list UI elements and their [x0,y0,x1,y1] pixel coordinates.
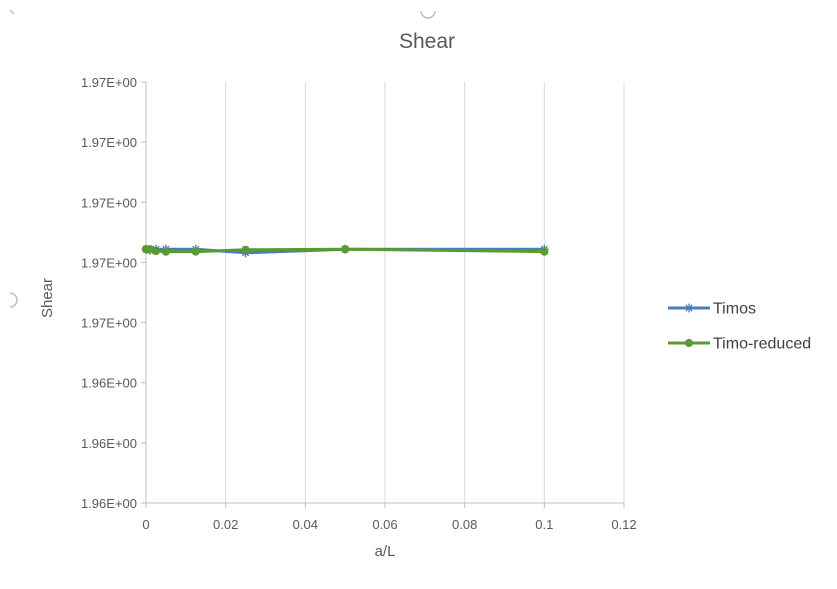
data-point [161,247,171,256]
series-1 [141,245,549,256]
y-tick-label: 1.97E+00 [81,255,137,270]
data-point [241,245,250,254]
y-tick-label: 1.97E+00 [81,195,137,210]
y-tick-label: 1.97E+00 [81,75,137,90]
data-point [540,247,549,256]
grid-lines [225,82,625,503]
legend-item: Timos [668,301,756,318]
axes [141,81,625,508]
legend-marker [684,338,694,348]
x-tick-label: 0 [142,517,149,532]
y-tick-labels: 1.96E+00 1.96E+00 1.96E+00 1.97E+00 1.97E+00… [81,75,137,511]
selection-handle-left [9,292,18,308]
series [141,244,549,258]
legend-marker [684,303,694,313]
legend-label: Timos [713,301,756,318]
y-axis-title: Shear [39,278,56,318]
y-tick-label: 1.96E+00 [81,496,137,511]
x-tick-label: 0.06 [372,517,397,532]
data-point [191,247,200,256]
x-tick-label: 0.12 [611,517,636,532]
x-tick-label: 0.1 [535,517,553,532]
data-point [151,246,161,256]
selection-handle-corner [9,9,15,15]
x-tick-label: 0.08 [452,517,477,532]
selection-handle-top [420,10,436,19]
x-tick-label: 0.02 [213,517,238,532]
y-tick-label: 1.97E+00 [81,135,137,150]
y-tick-label: 1.96E+00 [81,436,137,451]
x-axis-title: a/L [375,543,396,560]
legend-item: Timo-reduced [668,336,811,353]
x-tick-labels: 0 0.02 0.04 0.06 0.08 0.1 0.12 [142,517,636,532]
chart-title: Shear [399,30,455,53]
data-point [341,245,350,254]
legend: Timos Timo-reduced [668,301,811,353]
y-tick-label: 1.96E+00 [81,376,137,391]
legend-label: Timo-reduced [713,336,811,353]
y-tick-label: 1.97E+00 [81,316,137,331]
x-tick-label: 0.04 [293,517,318,532]
